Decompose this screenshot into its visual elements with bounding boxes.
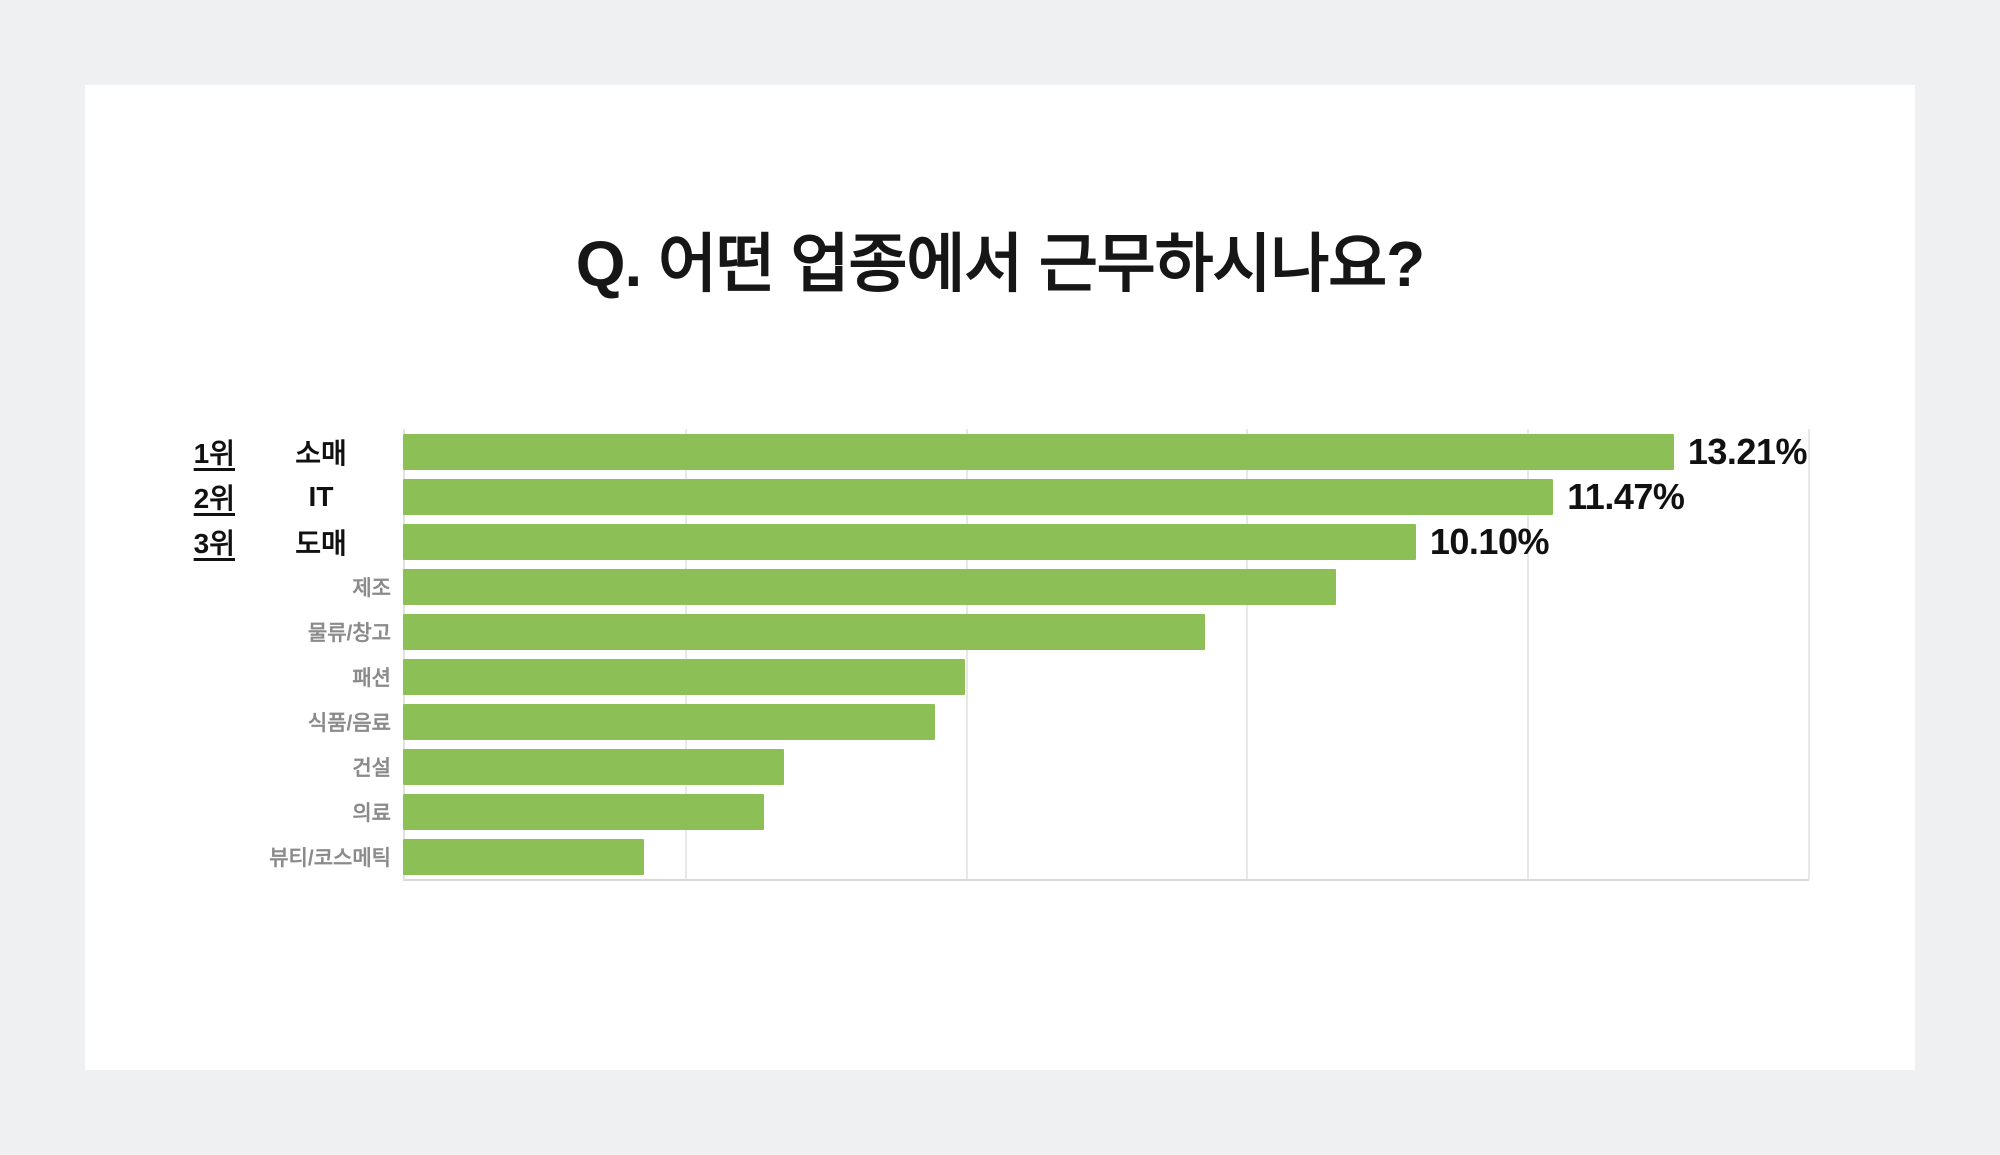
category-label: 도매 bbox=[295, 527, 347, 559]
row-label-area: 3위 도매 bbox=[85, 522, 403, 562]
bar-track bbox=[403, 793, 1807, 830]
bar bbox=[403, 658, 965, 695]
gridline bbox=[684, 429, 687, 879]
bar bbox=[403, 703, 935, 740]
row-label-area: 뷰티/코스메틱 bbox=[85, 842, 403, 872]
survey-card: Q. 어떤 업종에서 근무하시나요? 1위 소매 13.21% 2위 IT 11.47% 3… bbox=[85, 85, 1915, 1070]
bar bbox=[403, 478, 1554, 515]
bar bbox=[403, 523, 1416, 560]
row-label-area: 패션 bbox=[85, 662, 403, 692]
bar bbox=[403, 433, 1674, 470]
category-label: 소매 bbox=[295, 437, 347, 469]
gridline bbox=[965, 429, 968, 879]
row-label-area: 제조 bbox=[85, 572, 403, 602]
rank-label: 2위 bbox=[193, 482, 235, 514]
bar-track: 10.10% bbox=[403, 521, 1807, 563]
chart-row: 뷰티/코스메틱 bbox=[85, 834, 1915, 879]
row-label-area: 건설 bbox=[85, 752, 403, 782]
gridline bbox=[1246, 429, 1249, 879]
category-label: 물류/창고 bbox=[307, 621, 391, 645]
bar-track bbox=[403, 568, 1807, 605]
bar-track bbox=[403, 748, 1807, 785]
chart-row: 건설 bbox=[85, 744, 1915, 789]
gridline bbox=[1527, 429, 1530, 879]
chart-row: 물류/창고 bbox=[85, 609, 1915, 654]
row-label-area: 의료 bbox=[85, 797, 403, 827]
bar-track: 11.47% bbox=[403, 476, 1807, 518]
bar-track bbox=[403, 838, 1807, 875]
chart-row: 패션 bbox=[85, 654, 1915, 699]
bar bbox=[403, 748, 785, 785]
value-label: 10.10% bbox=[1429, 520, 1550, 562]
row-label-area: 2위 IT bbox=[85, 477, 403, 517]
chart-row: 제조 bbox=[85, 564, 1915, 609]
category-label: 건설 bbox=[352, 756, 391, 780]
bar-track bbox=[403, 658, 1807, 695]
bar bbox=[403, 613, 1206, 650]
chart-title: Q. 어떤 업종에서 근무하시나요? bbox=[575, 228, 1426, 300]
row-label-area: 식품/음료 bbox=[85, 707, 403, 737]
chart-plot-area bbox=[403, 429, 1810, 881]
chart-row: 2위 IT 11.47% bbox=[85, 474, 1915, 519]
bar bbox=[403, 568, 1336, 605]
category-label: 패션 bbox=[352, 666, 391, 690]
chart-row: 식품/음료 bbox=[85, 699, 1915, 744]
row-label-area: 물류/창고 bbox=[85, 617, 403, 647]
row-label-area: 1위 소매 bbox=[85, 432, 403, 472]
category-label: 식품/음료 bbox=[307, 711, 391, 735]
bar-track: 13.21% bbox=[403, 430, 1808, 473]
bar bbox=[403, 793, 765, 830]
category-label: 의료 bbox=[352, 801, 391, 825]
chart-row: 1위 소매 13.21% bbox=[85, 429, 1915, 474]
value-label: 13.21% bbox=[1687, 430, 1808, 472]
bar-track bbox=[403, 613, 1807, 650]
rank-label: 1위 bbox=[193, 437, 235, 469]
gridline bbox=[1808, 429, 1810, 879]
chart-row: 3위 도매 10.10% bbox=[85, 519, 1915, 564]
bar bbox=[403, 838, 644, 875]
bar-track bbox=[403, 703, 1807, 740]
value-label: 11.47% bbox=[1567, 475, 1685, 517]
chart-row: 의료 bbox=[85, 789, 1915, 834]
category-label: 제조 bbox=[352, 576, 391, 600]
category-label: IT bbox=[308, 480, 334, 512]
category-label: 뷰티/코스메틱 bbox=[269, 846, 391, 870]
rank-label: 3위 bbox=[193, 527, 235, 559]
